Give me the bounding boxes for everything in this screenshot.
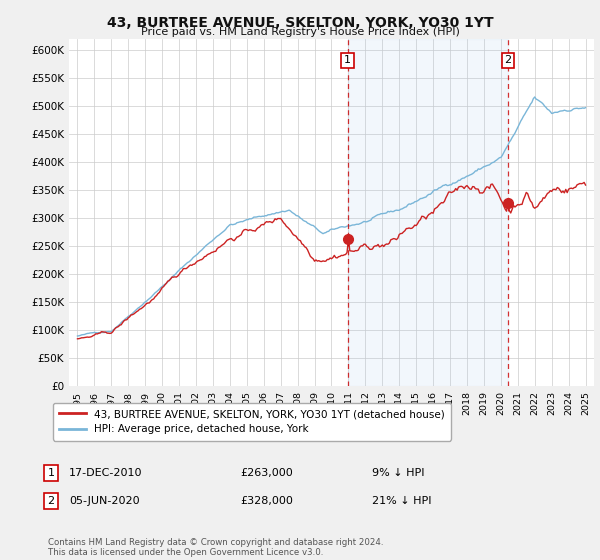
Text: 1: 1 — [47, 468, 55, 478]
Text: £328,000: £328,000 — [240, 496, 293, 506]
Text: 17-DEC-2010: 17-DEC-2010 — [69, 468, 143, 478]
Text: 43, BURTREE AVENUE, SKELTON, YORK, YO30 1YT: 43, BURTREE AVENUE, SKELTON, YORK, YO30 … — [107, 16, 493, 30]
Text: Contains HM Land Registry data © Crown copyright and database right 2024.
This d: Contains HM Land Registry data © Crown c… — [48, 538, 383, 557]
Text: 21% ↓ HPI: 21% ↓ HPI — [372, 496, 431, 506]
Text: 2: 2 — [505, 55, 512, 66]
Text: Price paid vs. HM Land Registry's House Price Index (HPI): Price paid vs. HM Land Registry's House … — [140, 27, 460, 37]
Bar — [348, 39, 508, 386]
Text: 2: 2 — [47, 496, 55, 506]
Text: 1: 1 — [344, 55, 351, 66]
Legend: 43, BURTREE AVENUE, SKELTON, YORK, YO30 1YT (detached house), HPI: Average price: 43, BURTREE AVENUE, SKELTON, YORK, YO30 … — [53, 403, 451, 441]
Text: 9% ↓ HPI: 9% ↓ HPI — [372, 468, 425, 478]
Text: £263,000: £263,000 — [240, 468, 293, 478]
Text: 05-JUN-2020: 05-JUN-2020 — [69, 496, 140, 506]
